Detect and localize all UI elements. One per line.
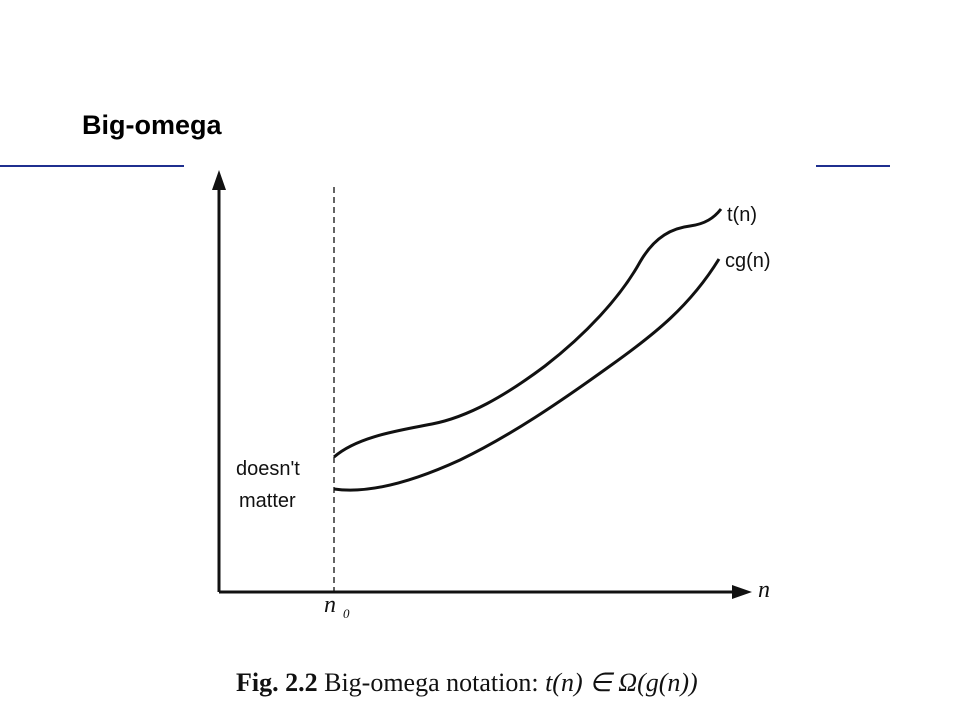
title-underline-left xyxy=(0,165,184,167)
caption-formula: t(n) ∈ Ω(g(n)) xyxy=(545,668,698,697)
region-label-line2: matter xyxy=(239,490,296,512)
threshold-label-subscript: 0 xyxy=(343,606,350,621)
threshold-label: n 0 xyxy=(324,592,350,621)
figure-number: Fig. 2.2 xyxy=(236,668,318,697)
region-label-line1: doesn't xyxy=(236,458,300,480)
threshold-label-main: n xyxy=(324,592,336,618)
upper-curve xyxy=(333,208,723,459)
slide-title: Big-omega xyxy=(82,110,222,140)
upper-curve-label: t(n) xyxy=(727,204,757,226)
lower-curve xyxy=(333,258,721,492)
title-underline-right xyxy=(816,165,890,167)
caption-text: Big-omega notation: xyxy=(324,668,539,697)
x-axis-label: n xyxy=(758,577,770,603)
y-axis-arrowhead xyxy=(212,170,226,190)
x-axis-arrowhead xyxy=(732,585,752,599)
figure-caption: Fig. 2.2 Big-omega notation: t(n) ∈ Ω(g(… xyxy=(236,668,698,698)
lower-curve-label: cg(n) xyxy=(725,250,771,272)
